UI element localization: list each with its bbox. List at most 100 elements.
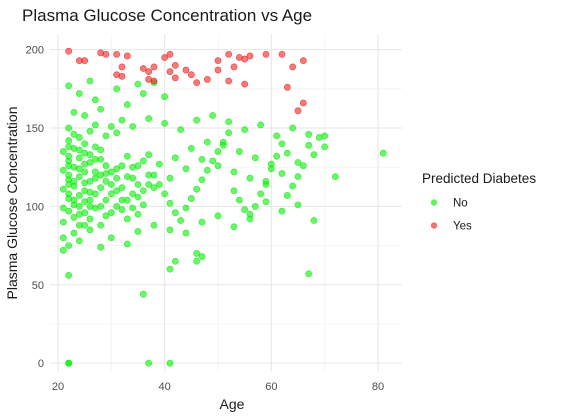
axis-ticks: 20 40 60 80 0 50 100 150 200 — [26, 45, 384, 393]
y-tick-label: 100 — [26, 201, 44, 213]
data-point — [294, 107, 302, 115]
data-point — [166, 199, 174, 207]
data-point — [235, 196, 243, 204]
data-point — [166, 359, 174, 367]
data-point — [65, 242, 73, 250]
data-point — [134, 193, 142, 201]
data-point — [241, 80, 249, 88]
data-point — [97, 105, 105, 113]
data-point — [177, 126, 185, 134]
legend: Predicted Diabetes No Yes — [422, 171, 536, 233]
data-point — [171, 257, 179, 265]
data-point — [118, 206, 126, 213]
data-point — [75, 90, 83, 97]
data-point — [91, 143, 99, 151]
data-points — [59, 47, 387, 367]
data-point — [113, 50, 121, 58]
data-point — [91, 190, 99, 198]
data-point — [75, 173, 83, 181]
data-point — [257, 121, 265, 129]
chart-title: Plasma Glucose Concentration vs Age — [22, 6, 312, 25]
data-point — [209, 157, 217, 165]
data-point — [75, 146, 83, 154]
data-point — [86, 177, 94, 185]
data-point — [214, 57, 222, 65]
data-point — [166, 174, 174, 182]
data-point — [225, 118, 233, 126]
data-point — [113, 165, 121, 173]
data-point — [241, 55, 249, 63]
data-point — [86, 203, 94, 210]
data-point — [171, 154, 179, 162]
data-point — [123, 152, 131, 160]
data-point — [379, 149, 387, 157]
data-point — [59, 185, 67, 193]
data-point — [59, 246, 67, 254]
data-point — [171, 74, 179, 82]
data-point — [134, 228, 142, 235]
data-point — [102, 132, 110, 140]
data-point — [257, 190, 265, 198]
data-point — [97, 146, 105, 154]
data-point — [91, 121, 99, 129]
data-point — [305, 141, 313, 149]
data-point — [65, 124, 73, 132]
data-point — [123, 196, 131, 204]
data-point — [150, 77, 158, 85]
data-point — [75, 203, 83, 210]
legend-swatch-yes — [430, 222, 438, 229]
data-point — [198, 176, 206, 184]
data-point — [129, 123, 137, 130]
data-point — [161, 119, 169, 127]
data-point — [251, 203, 259, 210]
data-point — [198, 218, 206, 226]
data-point — [139, 90, 147, 97]
x-axis-title: Age — [220, 396, 245, 412]
data-point — [166, 50, 174, 58]
data-point — [65, 152, 73, 160]
data-point — [139, 187, 147, 195]
data-point — [182, 204, 190, 212]
data-point — [321, 132, 329, 140]
data-point — [75, 192, 83, 199]
data-point — [230, 168, 238, 176]
data-point — [283, 192, 291, 199]
data-point — [246, 210, 254, 218]
data-point — [107, 234, 115, 242]
data-point — [161, 54, 169, 61]
data-point — [294, 201, 302, 209]
data-point — [305, 270, 313, 278]
data-point — [278, 170, 286, 177]
data-point — [310, 217, 318, 224]
data-point — [107, 168, 115, 176]
x-tick-label: 80 — [372, 381, 384, 393]
data-point — [171, 61, 179, 69]
data-point — [113, 187, 121, 195]
data-point — [86, 196, 94, 204]
data-point — [214, 148, 222, 155]
data-point — [81, 112, 89, 119]
y-axis-title: Plasma Glucose Concentration — [4, 107, 20, 300]
data-point — [241, 206, 249, 213]
data-point — [139, 65, 147, 72]
data-point — [305, 130, 313, 138]
data-point — [187, 71, 195, 79]
data-point — [299, 162, 307, 170]
data-point — [107, 123, 115, 130]
data-point — [65, 359, 73, 367]
data-point — [331, 173, 339, 181]
data-point — [246, 174, 254, 182]
data-point — [198, 253, 206, 260]
plot-grid — [50, 34, 402, 371]
data-point — [59, 234, 67, 242]
data-point — [251, 154, 259, 162]
data-point — [118, 162, 126, 170]
data-point — [118, 184, 126, 192]
data-point — [118, 72, 126, 80]
data-point — [294, 173, 302, 181]
data-point — [91, 96, 99, 104]
data-point — [166, 265, 174, 273]
data-point — [177, 217, 185, 224]
data-point — [267, 160, 275, 168]
